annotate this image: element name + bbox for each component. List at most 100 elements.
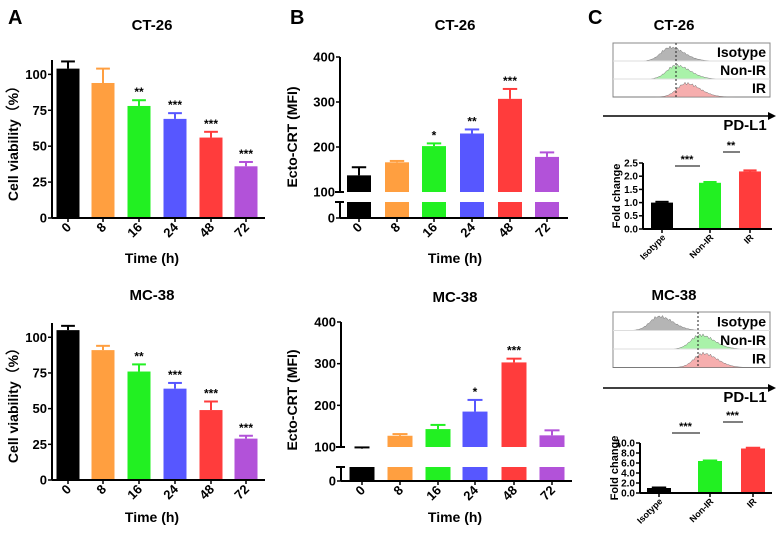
bar bbox=[501, 362, 527, 447]
x-axis-label: Time (h) bbox=[125, 509, 179, 525]
bar-lower-segment bbox=[425, 467, 451, 480]
x-tick-label: 16 bbox=[124, 220, 145, 241]
bar bbox=[425, 429, 451, 447]
histogram-label: Non-IR bbox=[720, 62, 766, 78]
y-tick-label: 8.0 bbox=[621, 448, 635, 459]
bar bbox=[163, 118, 187, 217]
x-tick-label: Non-IR bbox=[687, 232, 715, 260]
y-tick-label: 4.0 bbox=[621, 468, 635, 479]
y-tick-label: 300 bbox=[313, 95, 335, 110]
y-tick-label: 50 bbox=[33, 139, 47, 154]
y-tick-label: 400 bbox=[313, 50, 335, 65]
arrow-head-icon bbox=[768, 112, 776, 120]
bar bbox=[460, 133, 484, 192]
bar-lower-segment bbox=[347, 202, 371, 217]
bar bbox=[741, 448, 765, 492]
significance-label: *** bbox=[168, 368, 182, 382]
bar-lower-segment bbox=[462, 467, 488, 480]
significance-label: *** bbox=[168, 98, 182, 112]
x-tick-label: 72 bbox=[231, 220, 252, 241]
arrow-head-icon bbox=[768, 384, 776, 392]
bar bbox=[739, 171, 761, 228]
y-tick-label: 75 bbox=[33, 103, 47, 118]
bar-lower-segment bbox=[501, 467, 527, 480]
y-tick-label: 100 bbox=[25, 330, 47, 345]
histogram-label: IR bbox=[752, 351, 766, 367]
y-tick-label: 0.5 bbox=[624, 211, 638, 222]
bar-lower-segment bbox=[539, 467, 565, 480]
y-axis-label: Ecto-CRT (MFI) bbox=[284, 86, 300, 187]
y-tick-label: 0 bbox=[329, 474, 336, 489]
bar bbox=[651, 202, 673, 228]
chart-title: MC-38 bbox=[432, 289, 477, 306]
bar bbox=[498, 98, 522, 192]
histogram-label: Non-IR bbox=[720, 332, 766, 348]
significance-label: ** bbox=[134, 349, 144, 363]
x-tick-label: 72 bbox=[231, 482, 252, 503]
y-tick-label: 50 bbox=[33, 401, 47, 416]
significance-label: ** bbox=[727, 140, 736, 152]
bar-lower-segment bbox=[385, 202, 409, 217]
x-tick-label: 8 bbox=[390, 483, 406, 499]
significance-label: *** bbox=[239, 421, 253, 435]
x-tick-label: 0 bbox=[58, 482, 74, 498]
x-tick-label: 8 bbox=[93, 482, 109, 498]
bar bbox=[234, 438, 258, 479]
x-tick-label: IR bbox=[742, 232, 756, 246]
y-tick-label: 25 bbox=[33, 175, 47, 190]
x-tick-label: 48 bbox=[499, 483, 520, 504]
bar bbox=[387, 435, 413, 447]
y-tick-label: 1.5 bbox=[624, 185, 638, 196]
bar bbox=[422, 146, 446, 192]
significance-label: *** bbox=[679, 421, 693, 433]
chart-A-bottom: MC-38 Cell viability（%） Time (h) 0 25 50 75 100… bbox=[5, 287, 265, 525]
y-tick-label: 2.0 bbox=[621, 478, 635, 489]
y-axis-label: Ecto-CRT (MFI) bbox=[284, 349, 300, 450]
bar bbox=[347, 175, 371, 192]
y-tick-label: 400 bbox=[314, 315, 336, 330]
significance-label: ** bbox=[467, 114, 477, 128]
bar bbox=[56, 68, 80, 217]
histogram-curve bbox=[613, 351, 770, 368]
chart-title: MC-38 bbox=[129, 287, 174, 304]
bar-lower-segment bbox=[498, 202, 522, 217]
x-tick-label: Isotype bbox=[638, 232, 667, 261]
x-tick-label: 16 bbox=[419, 220, 440, 241]
bar-lower-segment bbox=[422, 202, 446, 217]
y-tick-label: 10.0 bbox=[616, 438, 636, 449]
y-axis-label: Fold change bbox=[609, 436, 621, 501]
x-axis-label: Time (h) bbox=[428, 509, 482, 525]
x-tick-label: 24 bbox=[457, 219, 478, 240]
significance-label: * bbox=[473, 385, 478, 399]
y-tick-label: 6.0 bbox=[621, 458, 635, 469]
chart-C-bottom: MC-38 Fold change 0.02.04.06.08.010.0 Isoty… bbox=[603, 287, 776, 526]
bar bbox=[234, 166, 258, 217]
chart-title: MC-38 bbox=[651, 287, 696, 304]
x-tick-label: 24 bbox=[160, 481, 181, 502]
chart-B-bottom: MC-38 Ecto-CRT (MFI) Time (h) 0 100 200 300 400… bbox=[284, 289, 572, 525]
significance-label: *** bbox=[204, 387, 218, 401]
y-tick-label: 200 bbox=[313, 140, 335, 155]
y-tick-label: 2.0 bbox=[624, 172, 638, 183]
y-tick-label: 200 bbox=[314, 398, 336, 413]
panel-letter: A bbox=[8, 7, 22, 29]
x-tick-label: 72 bbox=[537, 483, 558, 504]
x-tick-label: Isotype bbox=[635, 496, 664, 525]
bar bbox=[698, 461, 722, 492]
x-tick-label: 8 bbox=[387, 220, 403, 236]
bar bbox=[647, 488, 671, 492]
bar bbox=[91, 82, 115, 218]
bar-lower-segment bbox=[460, 202, 484, 217]
y-axis-label: Cell viability（%） bbox=[5, 341, 21, 463]
panel-letter: B bbox=[290, 7, 304, 29]
significance-label: * bbox=[432, 128, 437, 142]
histogram-label: Isotype bbox=[717, 314, 766, 330]
significance-label: *** bbox=[681, 154, 695, 166]
chart-A-top: CT-26 A Cell viability（%） Time (h) 0 25 50 75 10… bbox=[5, 7, 265, 266]
x-axis-label: Time (h) bbox=[125, 250, 179, 266]
bar bbox=[163, 388, 187, 479]
bar bbox=[699, 182, 721, 228]
bar-lower-segment bbox=[535, 202, 559, 217]
